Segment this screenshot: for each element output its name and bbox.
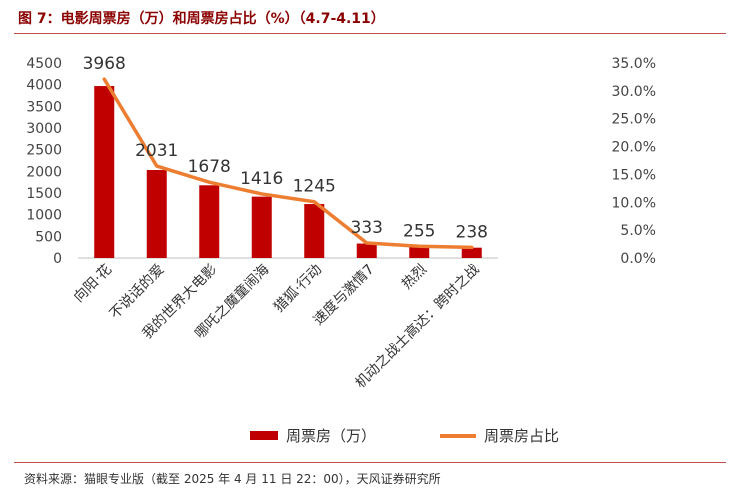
category-label: 向阳·花 [71, 262, 115, 306]
bar [199, 185, 220, 258]
footer-divider [14, 462, 726, 463]
bar [251, 196, 272, 258]
data-label: 255 [403, 221, 435, 241]
y-right-tick-label: 15.0% [612, 167, 656, 183]
data-label: 3968 [83, 54, 126, 74]
y-right-tick-label: 25.0% [612, 112, 656, 128]
y-left-tick-label: 2000 [26, 164, 62, 180]
data-label: 238 [456, 222, 488, 242]
bar [409, 246, 430, 258]
y-right-tick-label: 5.0% [620, 223, 656, 239]
y-left-tick-label: 3000 [26, 121, 62, 137]
y-right-tick-label: 10.0% [612, 195, 656, 211]
data-label: 1678 [188, 157, 231, 177]
data-label: 1416 [240, 169, 283, 189]
y-left-tick-label: 500 [35, 229, 62, 245]
y-left-tick-label: 1000 [26, 208, 62, 224]
title-divider [14, 33, 726, 34]
bar [356, 243, 377, 258]
y-right-tick-label: 35.0% [612, 56, 656, 72]
legend-label-bar: 周票房（万） [286, 427, 376, 445]
bar [304, 204, 325, 258]
y-left-tick-label: 2500 [26, 143, 62, 159]
series-line [102, 77, 474, 250]
source-note: 资料来源：猫眼专业版（截至 2025 年 4 月 11 日 22：00），天风证… [24, 472, 441, 486]
y-right-tick-label: 0.0% [620, 251, 656, 267]
bar [461, 247, 482, 258]
bar [146, 169, 167, 258]
category-label: 热烈 [399, 262, 430, 293]
y-left-tick-label: 1500 [26, 186, 62, 202]
data-label: 1245 [293, 177, 336, 197]
y-left-tick-label: 4500 [26, 56, 62, 72]
chart-title: 图 7：电影周票房（万）和周票房占比（%）（4.7-4.11） [18, 11, 385, 27]
legend-label-line: 周票房占比 [484, 427, 559, 445]
data-label: 2031 [135, 141, 178, 161]
y-right-tick-label: 30.0% [612, 84, 656, 100]
legend-swatch-bar [250, 431, 278, 440]
y-left-tick-label: 3500 [26, 99, 62, 115]
bar [94, 86, 115, 258]
category-label: 猎狐·行动 [271, 262, 325, 316]
y-right-tick-label: 20.0% [612, 140, 656, 156]
data-label: 333 [351, 218, 383, 238]
y-left-tick-label: 0 [53, 251, 62, 267]
y-left-tick-label: 4000 [26, 78, 62, 94]
